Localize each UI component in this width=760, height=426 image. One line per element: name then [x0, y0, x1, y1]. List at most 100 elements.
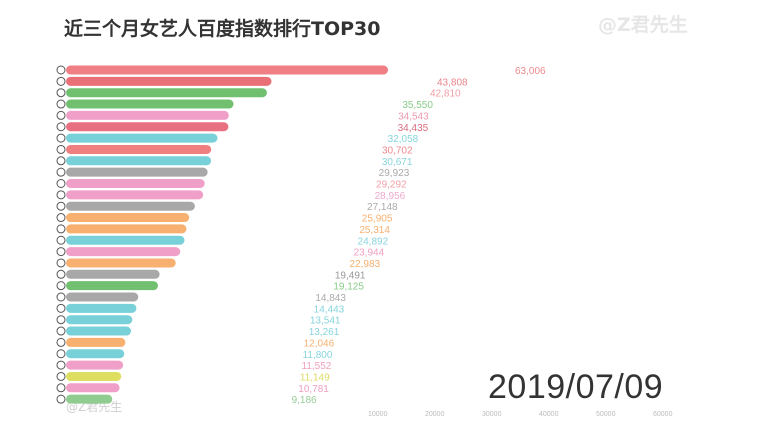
- x-tick-label: 20000: [425, 411, 445, 418]
- bar: [66, 337, 126, 347]
- rank-marker: [56, 337, 66, 347]
- rank-marker: [56, 360, 66, 370]
- rank-marker: [56, 292, 66, 302]
- bar: [66, 292, 139, 302]
- rank-marker: [56, 371, 66, 381]
- rank-marker: [56, 224, 66, 234]
- bar: [66, 76, 272, 86]
- bar: [66, 156, 212, 166]
- bar: [66, 371, 122, 381]
- bar: [66, 360, 124, 370]
- value-label: 24,892: [358, 236, 389, 247]
- bar: [66, 394, 113, 404]
- rank-marker: [56, 394, 66, 404]
- rank-marker: [56, 326, 66, 336]
- value-label: 29,292: [376, 180, 407, 191]
- rank-marker: [56, 383, 66, 393]
- value-label: 43,808: [437, 77, 468, 88]
- value-label: 25,314: [359, 225, 390, 236]
- rank-marker: [56, 88, 66, 98]
- value-label: 34,543: [398, 111, 429, 122]
- rank-marker: [56, 235, 66, 245]
- value-label: 34,435: [398, 123, 429, 134]
- bar: [66, 65, 388, 75]
- bar: [66, 190, 204, 200]
- x-tick-label: 60000: [653, 411, 673, 418]
- rank-marker: [56, 247, 66, 257]
- bar: [66, 269, 160, 279]
- bar: [66, 179, 205, 188]
- value-label: 19,125: [333, 282, 364, 293]
- value-label: 11,149: [300, 372, 330, 383]
- bar: [66, 247, 181, 257]
- value-label: 63,006: [515, 66, 546, 77]
- bar: [66, 167, 208, 177]
- rank-marker: [56, 65, 66, 75]
- rank-marker: [56, 133, 66, 143]
- bar: [66, 258, 176, 268]
- rank-marker: [56, 179, 66, 188]
- value-label: 32,058: [388, 134, 419, 145]
- x-tick-label: 50000: [596, 411, 616, 418]
- value-label: 23,944: [354, 248, 385, 259]
- rank-marker: [56, 156, 66, 166]
- value-label: 13,261: [309, 327, 340, 338]
- chart-title: 近三个月女艺人百度指数排行TOP30: [64, 18, 381, 40]
- x-tick-label: 40000: [539, 411, 559, 418]
- bar: [66, 303, 137, 313]
- value-label: 42,810: [430, 89, 461, 100]
- value-label: 27,148: [367, 202, 398, 213]
- rank-marker: [56, 213, 66, 223]
- bar: [66, 383, 120, 393]
- x-tick-label: 30000: [482, 411, 502, 418]
- bar: [66, 88, 267, 98]
- date-label: 2019/07/09: [488, 368, 664, 406]
- rank-marker: [56, 349, 66, 359]
- bar: [66, 122, 229, 132]
- value-label: 9,186: [292, 395, 317, 406]
- x-ticks-group: 10000 20000 30000 40000 50000 60000: [368, 411, 673, 418]
- value-label: 30,702: [382, 145, 413, 156]
- value-label: 29,923: [379, 168, 410, 179]
- value-label: 10,781: [298, 384, 329, 395]
- value-label: 22,983: [350, 259, 381, 270]
- bar: [66, 224, 187, 234]
- rank-marker: [56, 303, 66, 313]
- rank-marker: [56, 76, 66, 86]
- rank-marker: [56, 110, 66, 120]
- bars-group: 63,006 43,80842,81035,55034,54334,43532,0…: [56, 65, 546, 406]
- value-label: 14,843: [315, 293, 346, 304]
- bar: [66, 133, 218, 143]
- value-label: 28,956: [375, 191, 406, 202]
- rank-marker: [56, 281, 66, 291]
- bar: [66, 110, 229, 120]
- rank-marker: [56, 201, 66, 211]
- rank-marker: [56, 269, 66, 279]
- bar: [66, 349, 125, 359]
- value-label: 35,550: [402, 100, 433, 111]
- rank-marker: [56, 315, 66, 325]
- value-label: 19,491: [335, 270, 366, 281]
- value-label: 11,800: [303, 350, 333, 361]
- watermark-top: @Z君先生: [598, 14, 688, 36]
- rank-marker: [56, 167, 66, 177]
- bar: [66, 144, 212, 154]
- rank-marker: [56, 99, 66, 109]
- bar: [66, 281, 158, 291]
- value-label: 13,541: [310, 316, 341, 327]
- rank-marker: [56, 258, 66, 268]
- bar: [66, 201, 195, 211]
- x-tick-label: 10000: [368, 411, 388, 418]
- bar: [66, 235, 185, 245]
- value-label: 11,552: [302, 361, 332, 372]
- rank-marker: [56, 122, 66, 132]
- value-label: 12,046: [304, 338, 335, 349]
- rank-marker: [56, 190, 66, 200]
- rank-marker: [56, 144, 66, 154]
- value-label: 14,443: [314, 304, 345, 315]
- bar: [66, 326, 131, 336]
- value-label: 30,671: [382, 157, 413, 168]
- value-label: 25,905: [362, 214, 393, 225]
- bar: [66, 99, 234, 109]
